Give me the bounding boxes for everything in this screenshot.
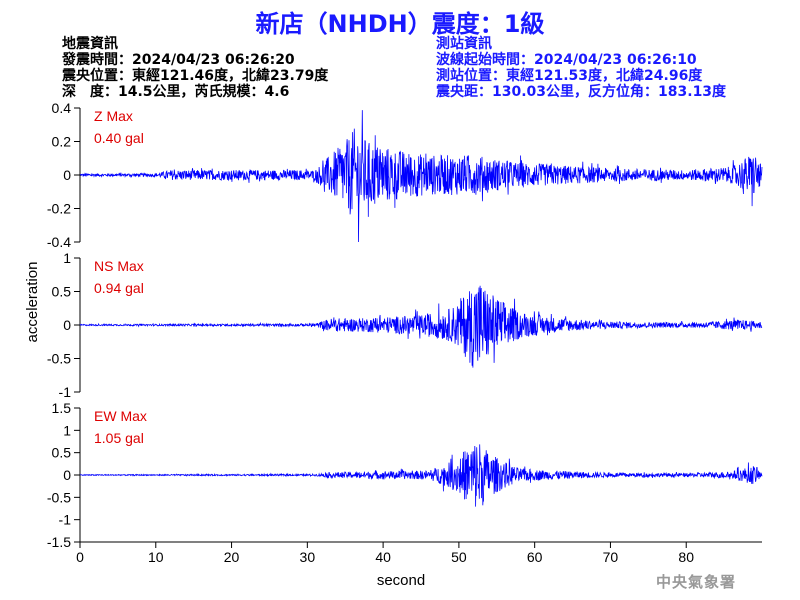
agency-watermark: 中央氣象署 <box>656 573 737 591</box>
y-tick-label-z: -0.4 <box>47 234 71 250</box>
station-info-block: 測站資訊 波線起始時間：2024/04/23 06:26:10 測站位置：東經1… <box>436 36 726 100</box>
y-tick-label-ns: 1 <box>63 250 71 266</box>
x-tick-label: 30 <box>300 549 316 565</box>
y-tick-label-ns: -1 <box>59 384 72 400</box>
x-tick-label: 60 <box>527 549 543 565</box>
y-tick-label-ns: 0 <box>63 317 71 333</box>
y-tick-label-ew: -0.5 <box>47 489 71 505</box>
earthquake-info-block: 地震資訊 發震時間：2024/04/23 06:26:20 震央位置：東經121… <box>62 36 328 100</box>
earthquake-info-heading: 地震資訊 <box>62 36 118 52</box>
trace-ns <box>79 285 763 368</box>
x-tick-label: 40 <box>375 549 391 565</box>
x-tick-label: 0 <box>76 549 84 565</box>
y-tick-label-z: -0.2 <box>47 201 71 217</box>
y-tick-label-ew: -1 <box>59 512 72 528</box>
epicenter-location: 震央位置：東經121.46度，北緯23.79度 <box>62 68 329 84</box>
y-tick-label-ns: 0.5 <box>52 284 72 300</box>
panel-label-z: Z Max <box>94 108 133 124</box>
page-title: 新店（NHDH）震度：1級 <box>255 10 545 38</box>
origin-time: 發震時間：2024/04/23 06:26:20 <box>62 52 295 68</box>
x-tick-label: 80 <box>678 549 694 565</box>
panel-label-ns: NS Max <box>94 258 144 274</box>
trace-ew <box>79 444 763 507</box>
x-tick-label: 70 <box>603 549 619 565</box>
wave-start-time: 波線起始時間：2024/04/23 06:26:10 <box>436 52 697 68</box>
depth-magnitude: 深 度：14.5公里，芮氏規模：4.6 <box>62 84 290 100</box>
trace-z <box>80 110 763 243</box>
x-tick-label: 50 <box>451 549 467 565</box>
y-tick-label-ew: 1.5 <box>52 400 72 416</box>
station-info-heading: 測站資訊 <box>436 36 492 52</box>
x-axis-title: second <box>377 572 425 589</box>
x-tick-label: 20 <box>224 549 240 565</box>
y-tick-label-z: 0.4 <box>52 100 72 116</box>
y-tick-label-z: 0.2 <box>52 134 72 150</box>
y-tick-label-ew: -1.5 <box>47 534 71 550</box>
station-location: 測站位置：東經121.53度，北緯24.96度 <box>436 68 703 84</box>
y-tick-label-ew: 0.5 <box>52 445 72 461</box>
y-tick-label-z: 0 <box>63 167 71 183</box>
panel-max-ns: 0.94 gal <box>94 280 144 296</box>
y-axis-title: acceleration <box>24 262 41 343</box>
x-tick-label: 10 <box>148 549 164 565</box>
panel-label-ew: EW Max <box>94 408 147 424</box>
distance-azimuth: 震央距：130.03公里，反方位角：183.13度 <box>436 84 727 100</box>
y-tick-label-ew: 0 <box>63 467 71 483</box>
panel-max-ew: 1.05 gal <box>94 430 144 446</box>
y-tick-label-ew: 1 <box>63 422 71 438</box>
panel-max-z: 0.40 gal <box>94 130 144 146</box>
y-tick-label-ns: -0.5 <box>47 351 71 367</box>
